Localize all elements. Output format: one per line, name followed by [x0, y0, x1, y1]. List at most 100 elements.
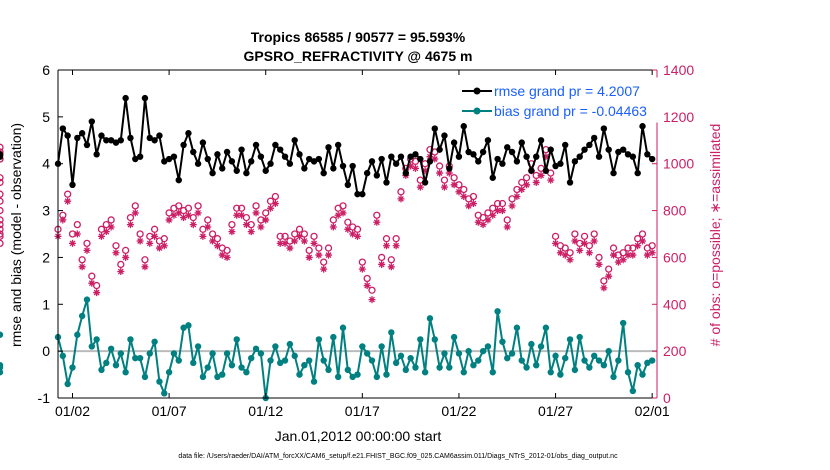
rmse-point: [69, 181, 76, 188]
obs-assimilated-point: [325, 251, 333, 259]
bias-point: [185, 322, 192, 329]
rmse-point: [475, 158, 482, 165]
rmse-point: [460, 123, 467, 130]
obs-assimilated-point: [610, 251, 618, 259]
obs-assimilated-point: [59, 216, 67, 224]
rmse-point: [407, 153, 414, 160]
x-tick-label: 01/17: [345, 403, 380, 419]
obs-possible-point: [276, 232, 284, 240]
obs-possible-point: [648, 242, 656, 250]
rmse-point: [581, 146, 588, 153]
bias-point: [233, 336, 240, 343]
bias-point: [315, 336, 323, 343]
bias-point: [349, 373, 356, 381]
rmse-point: [354, 190, 361, 198]
rmse-point: [431, 125, 438, 132]
obs-assimilated-point: [532, 178, 540, 186]
rmse-point: [537, 137, 545, 144]
y-axis-label-right: # of obs: o=possible; ∗=assimilated: [707, 124, 723, 347]
obs-assimilated-point: [310, 239, 318, 247]
obs-assimilated-point: [484, 216, 492, 224]
rmse-point: [552, 162, 559, 170]
bias-point: [190, 359, 197, 367]
bias-point: [479, 347, 487, 355]
bias-point: [383, 371, 390, 378]
bias-point: [402, 366, 410, 374]
rmse-point: [301, 165, 308, 172]
bias-point: [576, 333, 583, 341]
obs-assimilated-point: [465, 202, 473, 210]
obs-assimilated-point: [469, 200, 477, 208]
obs-assimilated-point: [78, 263, 86, 271]
obs-possible-point: [378, 253, 386, 262]
bias-point: [436, 364, 443, 371]
obs-possible-point: [121, 246, 130, 255]
obs-assimilated-point: [180, 214, 188, 222]
obs-possible-point: [522, 174, 531, 182]
bias-point: [170, 350, 178, 357]
rmse-point: [344, 181, 352, 188]
bias-point: [562, 354, 569, 362]
rmse-point: [190, 148, 197, 156]
bias-point: [450, 333, 458, 341]
obs-assimilated-point: [218, 251, 226, 259]
bias-point: [103, 359, 110, 367]
bias-point: [286, 340, 294, 348]
bias-point: [392, 359, 400, 367]
obs-assimilated-point: [576, 246, 584, 254]
rmse-point: [194, 160, 202, 167]
y-tick-label-right: 400: [663, 296, 687, 312]
bias-point: [136, 354, 144, 362]
rmse-point: [566, 179, 574, 186]
rmse-point: [74, 134, 81, 142]
rmse-point: [436, 146, 443, 153]
obs-assimilated-point: [296, 232, 304, 240]
obs-assimilated-point: [102, 228, 110, 236]
bias-point: [325, 366, 332, 374]
obs-possible-point: [73, 220, 81, 229]
obs-assimilated-point: [629, 251, 637, 259]
bias-point: [547, 369, 554, 376]
obs-assimilated-point: [513, 193, 521, 201]
rmse-point: [518, 139, 525, 146]
obs-assimilated-point: [315, 251, 323, 259]
bias-point: [127, 336, 134, 343]
rmse-point: [378, 155, 385, 163]
obs-possible-point: [624, 244, 632, 252]
obs-possible-point: [358, 258, 366, 266]
rmse-point: [586, 141, 593, 149]
rmse-point: [334, 141, 342, 149]
obs-assimilated-point: [213, 242, 221, 250]
obs-assimilated-point: [286, 244, 294, 252]
rmse-point: [223, 148, 231, 156]
rmse-point: [499, 160, 506, 167]
rmse-point: [88, 118, 96, 125]
bias-point: [542, 324, 550, 331]
bias-point: [359, 343, 366, 350]
obs-assimilated-point: [614, 258, 622, 266]
rmse-point: [146, 134, 153, 142]
bias-point: [161, 390, 168, 397]
bias-point: [141, 373, 149, 381]
obs-assimilated-point: [600, 284, 608, 292]
bias-point: [248, 354, 255, 362]
obs-assimilated-point: [474, 218, 482, 226]
obs-assimilated-point: [276, 239, 284, 247]
rmse-point: [296, 151, 303, 158]
obs-assimilated-point: [334, 211, 342, 219]
bias-point: [0, 364, 4, 371]
x-tick-label: 01/02: [55, 403, 90, 419]
obs-assimilated-point: [247, 228, 255, 236]
obs-assimilated-point: [194, 209, 202, 217]
obs-assimilated-point: [199, 232, 207, 240]
obs-assimilated-point: [489, 211, 497, 219]
obs-assimilated-point: [561, 251, 569, 259]
rmse-point: [373, 172, 381, 179]
rmse-point: [513, 158, 521, 165]
obs-assimilated-point: [184, 211, 192, 219]
obs-assimilated-point: [107, 223, 115, 231]
rmse-point: [103, 137, 110, 144]
obs-possible-point: [0, 190, 4, 198]
rmse-point: [450, 139, 458, 146]
obs-possible-point: [0, 174, 4, 182]
